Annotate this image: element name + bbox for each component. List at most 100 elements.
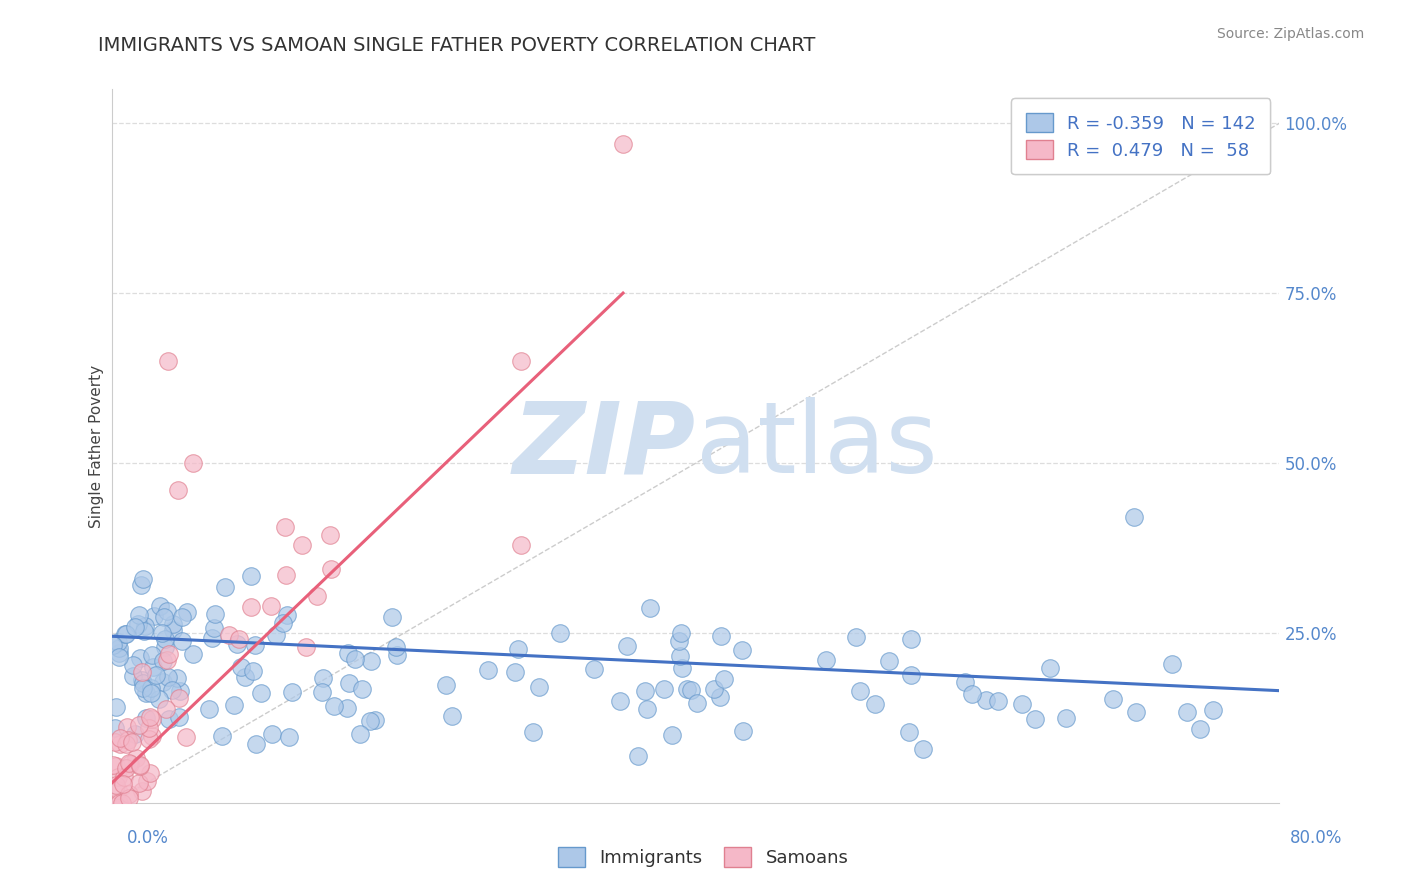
- Point: [1175, 705, 1198, 719]
- Point: [108, 650, 131, 665]
- Point: [105, 700, 128, 714]
- Point: [218, 627, 240, 641]
- Point: [503, 665, 526, 679]
- Point: [134, 619, 156, 633]
- Point: [127, 616, 149, 631]
- Point: [162, 624, 184, 638]
- Point: [132, 624, 155, 638]
- Point: [305, 589, 328, 603]
- Point: [156, 653, 179, 667]
- Point: [166, 671, 188, 685]
- Point: [111, 796, 134, 810]
- Point: [115, 721, 138, 735]
- Point: [139, 681, 162, 696]
- Point: [128, 717, 150, 731]
- Point: [211, 730, 233, 744]
- Point: [155, 701, 177, 715]
- Point: [260, 727, 283, 741]
- Point: [107, 782, 129, 797]
- Point: [676, 681, 699, 696]
- Point: [108, 737, 131, 751]
- Point: [312, 671, 335, 685]
- Point: [609, 694, 631, 708]
- Point: [128, 607, 150, 622]
- Point: [135, 773, 157, 788]
- Point: [1202, 703, 1225, 717]
- Point: [669, 625, 692, 640]
- Text: IMMIGRANTS VS SAMOAN SINGLE FATHER POVERTY CORRELATION CHART: IMMIGRANTS VS SAMOAN SINGLE FATHER POVER…: [98, 36, 815, 54]
- Point: [277, 731, 299, 745]
- Point: [249, 686, 271, 700]
- Point: [169, 690, 191, 705]
- Point: [142, 659, 165, 673]
- Text: atlas: atlas: [696, 398, 938, 494]
- Point: [616, 639, 638, 653]
- Point: [143, 609, 166, 624]
- Point: [669, 649, 692, 664]
- Point: [350, 682, 373, 697]
- Point: [321, 562, 343, 576]
- Point: [1011, 697, 1033, 711]
- Point: [668, 633, 690, 648]
- Point: [264, 628, 287, 642]
- Point: [731, 643, 754, 657]
- Point: [509, 537, 531, 551]
- Point: [152, 675, 174, 690]
- Point: [900, 668, 922, 682]
- Point: [121, 658, 143, 673]
- Point: [652, 681, 675, 696]
- Y-axis label: Single Father Poverty: Single Father Poverty: [89, 365, 104, 527]
- Point: [138, 765, 160, 780]
- Text: 80.0%: 80.0%: [1291, 829, 1343, 847]
- Point: [276, 608, 298, 623]
- Point: [104, 721, 127, 735]
- Point: [671, 661, 693, 675]
- Point: [138, 732, 160, 747]
- Point: [863, 697, 886, 711]
- Point: [349, 727, 371, 741]
- Legend: Immigrants, Samoans: Immigrants, Samoans: [550, 839, 856, 874]
- Point: [508, 641, 530, 656]
- Point: [233, 670, 256, 684]
- Point: [101, 757, 124, 772]
- Point: [118, 757, 141, 772]
- Point: [176, 605, 198, 619]
- Point: [115, 737, 138, 751]
- Point: [343, 652, 366, 666]
- Point: [1188, 723, 1211, 737]
- Point: [202, 621, 225, 635]
- Point: [141, 729, 163, 743]
- Point: [274, 567, 297, 582]
- Point: [104, 735, 127, 749]
- Point: [167, 483, 190, 498]
- Point: [214, 581, 236, 595]
- Point: [1054, 711, 1077, 725]
- Point: [141, 712, 163, 726]
- Point: [311, 685, 333, 699]
- Point: [679, 682, 702, 697]
- Point: [243, 638, 266, 652]
- Point: [1024, 712, 1046, 726]
- Point: [149, 599, 172, 614]
- Point: [731, 724, 754, 739]
- Point: [359, 714, 381, 729]
- Point: [987, 694, 1010, 708]
- Point: [1125, 705, 1147, 719]
- Point: [135, 686, 157, 700]
- Point: [131, 673, 153, 687]
- Point: [627, 748, 650, 763]
- Point: [814, 652, 837, 666]
- Point: [101, 639, 124, 653]
- Point: [114, 626, 136, 640]
- Point: [974, 693, 997, 707]
- Point: [849, 684, 872, 698]
- Point: [132, 681, 155, 695]
- Point: [141, 648, 163, 662]
- Point: [522, 725, 544, 739]
- Point: [156, 354, 179, 368]
- Point: [105, 759, 128, 773]
- Point: [160, 682, 183, 697]
- Point: [129, 759, 152, 773]
- Point: [181, 456, 204, 470]
- Point: [124, 727, 146, 741]
